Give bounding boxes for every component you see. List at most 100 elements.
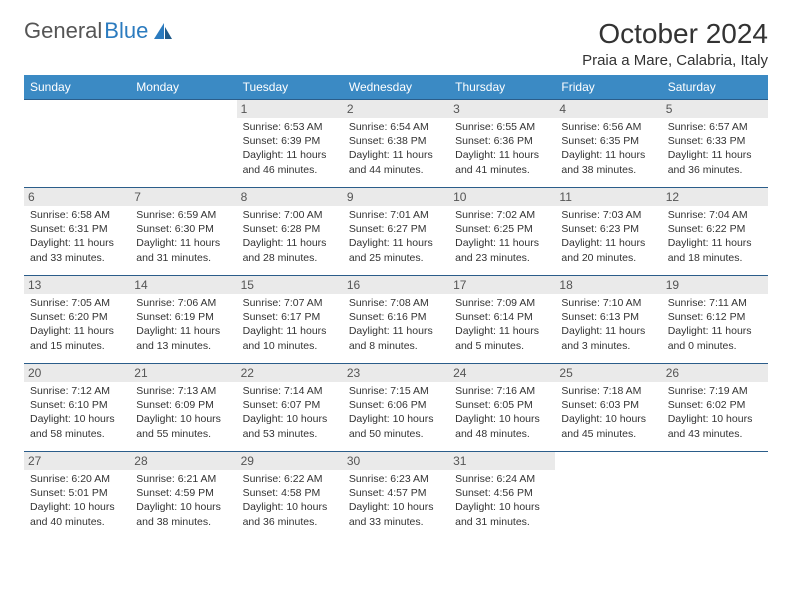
day-number: 23 [343, 364, 449, 382]
sunset-text: Sunset: 5:01 PM [30, 486, 124, 500]
calendar-cell: 3Sunrise: 6:55 AMSunset: 6:36 PMDaylight… [449, 100, 555, 188]
cell-body: Sunrise: 6:20 AMSunset: 5:01 PMDaylight:… [30, 472, 124, 529]
sunset-text: Sunset: 6:17 PM [243, 310, 337, 324]
day-number: 19 [662, 276, 768, 294]
calendar-cell: 9 Sunrise: 7:01 AMSunset: 6:27 PMDaylight… [343, 188, 449, 276]
calendar-cell: 26Sunrise: 7:19 AMSunset: 6:02 PMDayligh… [662, 364, 768, 452]
sunrise-text: Sunrise: 7:12 AM [30, 384, 124, 398]
day-number: 10 [449, 188, 555, 206]
calendar-cell: 12Sunrise: 7:04 AMSunset: 6:22 PMDayligh… [662, 188, 768, 276]
sunset-text: Sunset: 4:59 PM [136, 486, 230, 500]
day-number: 9 [343, 188, 449, 206]
day-number: 18 [555, 276, 661, 294]
day-number: 3 [449, 100, 555, 118]
sunset-text: Sunset: 6:25 PM [455, 222, 549, 236]
daylight-text: Daylight: 10 hours and 33 minutes. [349, 500, 443, 528]
daylight-text: Daylight: 10 hours and 48 minutes. [455, 412, 549, 440]
calendar-cell: 4Sunrise: 6:56 AMSunset: 6:35 PMDaylight… [555, 100, 661, 188]
calendar-cell: 18Sunrise: 7:10 AMSunset: 6:13 PMDayligh… [555, 276, 661, 364]
sunset-text: Sunset: 6:19 PM [136, 310, 230, 324]
sunset-text: Sunset: 6:03 PM [561, 398, 655, 412]
day-number: 25 [555, 364, 661, 382]
daylight-text: Daylight: 11 hours and 8 minutes. [349, 324, 443, 352]
daylight-text: Daylight: 11 hours and 46 minutes. [243, 148, 337, 176]
cell-body: Sunrise: 6:57 AMSunset: 6:33 PMDaylight:… [668, 120, 762, 177]
day-number: 22 [237, 364, 343, 382]
calendar-week-row: 1Sunrise: 6:53 AMSunset: 6:39 PMDaylight… [24, 100, 768, 188]
cell-body: Sunrise: 7:06 AMSunset: 6:19 PMDaylight:… [136, 296, 230, 353]
day-number: 26 [662, 364, 768, 382]
daylight-text: Daylight: 11 hours and 3 minutes. [561, 324, 655, 352]
sunset-text: Sunset: 6:10 PM [30, 398, 124, 412]
calendar-week-row: 6Sunrise: 6:58 AMSunset: 6:31 PMDaylight… [24, 188, 768, 276]
daylight-text: Daylight: 11 hours and 25 minutes. [349, 236, 443, 264]
calendar-cell [555, 452, 661, 540]
brand-part1: General [24, 18, 102, 44]
cell-body: Sunrise: 7:03 AMSunset: 6:23 PMDaylight:… [561, 208, 655, 265]
calendar-cell: 22 Sunrise: 7:14 AMSunset: 6:07 PMDayligh… [237, 364, 343, 452]
daylight-text: Daylight: 10 hours and 45 minutes. [561, 412, 655, 440]
daylight-text: Daylight: 10 hours and 31 minutes. [455, 500, 549, 528]
calendar-table: Sunday Monday Tuesday Wednesday Thursday… [24, 75, 768, 540]
day-number: 20 [24, 364, 130, 382]
day-number: 30 [343, 452, 449, 470]
cell-body: Sunrise: 7:18 AMSunset: 6:03 PMDaylight:… [561, 384, 655, 441]
day-number: 28 [130, 452, 236, 470]
weekday-header: Sunday [24, 75, 130, 100]
daylight-text: Daylight: 11 hours and 20 minutes. [561, 236, 655, 264]
sunset-text: Sunset: 6:20 PM [30, 310, 124, 324]
daylight-text: Daylight: 11 hours and 10 minutes. [243, 324, 337, 352]
sunset-text: Sunset: 6:23 PM [561, 222, 655, 236]
weekday-header: Tuesday [237, 75, 343, 100]
sunrise-text: Sunrise: 7:00 AM [243, 208, 337, 222]
calendar-week-row: 20 Sunrise: 7:12 AMSunset: 6:10 PM Dayligh… [24, 364, 768, 452]
sunset-text: Sunset: 4:58 PM [243, 486, 337, 500]
weekday-header: Monday [130, 75, 236, 100]
cell-body: Sunrise: 7:01 AMSunset: 6:27 PMDaylight:… [349, 208, 443, 265]
sunrise-text: Sunrise: 7:15 AM [349, 384, 443, 398]
daylight-text: Daylight: 10 hours and 50 minutes. [349, 412, 443, 440]
calendar-cell: 25 Sunrise: 7:18 AMSunset: 6:03 PMDayligh… [555, 364, 661, 452]
sunrise-text: Sunrise: 6:56 AM [561, 120, 655, 134]
sunrise-text: Sunrise: 7:19 AM [668, 384, 762, 398]
sunset-text: Sunset: 6:30 PM [136, 222, 230, 236]
calendar-cell: 24Sunrise: 7:16 AMSunset: 6:05 PMDayligh… [449, 364, 555, 452]
cell-body: Sunrise: 7:07 AMSunset: 6:17 PMDaylight:… [243, 296, 337, 353]
day-number: 12 [662, 188, 768, 206]
month-title: October 2024 [582, 18, 768, 50]
calendar-cell: 20Sunrise: 7:12 AMSunset: 6:10 PMDayligh… [24, 364, 130, 452]
day-number: 31 [449, 452, 555, 470]
cell-body: Sunrise: 7:11 AMSunset: 6:12 PMDaylight:… [668, 296, 762, 353]
cell-body: Sunrise: 6:54 AMSunset: 6:38 PMDaylight:… [349, 120, 443, 177]
sunrise-text: Sunrise: 6:54 AM [349, 120, 443, 134]
sunset-text: Sunset: 6:06 PM [349, 398, 443, 412]
cell-body: Sunrise: 7:14 AMSunset: 6:07 PMDaylight:… [243, 384, 337, 441]
daylight-text: Daylight: 11 hours and 44 minutes. [349, 148, 443, 176]
daylight-text: Daylight: 11 hours and 0 minutes. [668, 324, 762, 352]
cell-body: Sunrise: 7:00 AMSunset: 6:28 PMDaylight:… [243, 208, 337, 265]
calendar-cell: 19 Sunrise: 7:11 AMSunset: 6:12 PMDayligh… [662, 276, 768, 364]
cell-body: Sunrise: 7:15 AMSunset: 6:06 PMDaylight:… [349, 384, 443, 441]
sunrise-text: Sunrise: 7:03 AM [561, 208, 655, 222]
sunset-text: Sunset: 6:05 PM [455, 398, 549, 412]
day-number: 13 [24, 276, 130, 294]
calendar-cell: 29Sunrise: 6:22 AMSunset: 4:58 PMDayligh… [237, 452, 343, 540]
header: GeneralBlue October 2024 Praia a Mare, C… [24, 18, 768, 69]
calendar-cell: 7Sunrise: 6:59 AMSunset: 6:30 PMDaylight… [130, 188, 236, 276]
sunrise-text: Sunrise: 6:57 AM [668, 120, 762, 134]
sunset-text: Sunset: 6:36 PM [455, 134, 549, 148]
calendar-cell: 8Sunrise: 7:00 AMSunset: 6:28 PMDaylight… [237, 188, 343, 276]
daylight-text: Daylight: 10 hours and 36 minutes. [243, 500, 337, 528]
calendar-cell: 10Sunrise: 7:02 AMSunset: 6:25 PMDayligh… [449, 188, 555, 276]
sunset-text: Sunset: 6:33 PM [668, 134, 762, 148]
calendar-cell: 5Sunrise: 6:57 AMSunset: 6:33 PMDaylight… [662, 100, 768, 188]
cell-body: Sunrise: 6:24 AMSunset: 4:56 PMDaylight:… [455, 472, 549, 529]
sunrise-text: Sunrise: 7:10 AM [561, 296, 655, 310]
daylight-text: Daylight: 10 hours and 55 minutes. [136, 412, 230, 440]
calendar-cell: 16Sunrise: 7:08 AMSunset: 6:16 PMDayligh… [343, 276, 449, 364]
sunset-text: Sunset: 6:39 PM [243, 134, 337, 148]
cell-body: Sunrise: 6:21 AMSunset: 4:59 PMDaylight:… [136, 472, 230, 529]
sunset-text: Sunset: 6:12 PM [668, 310, 762, 324]
sunrise-text: Sunrise: 7:05 AM [30, 296, 124, 310]
sunrise-text: Sunrise: 7:14 AM [243, 384, 337, 398]
